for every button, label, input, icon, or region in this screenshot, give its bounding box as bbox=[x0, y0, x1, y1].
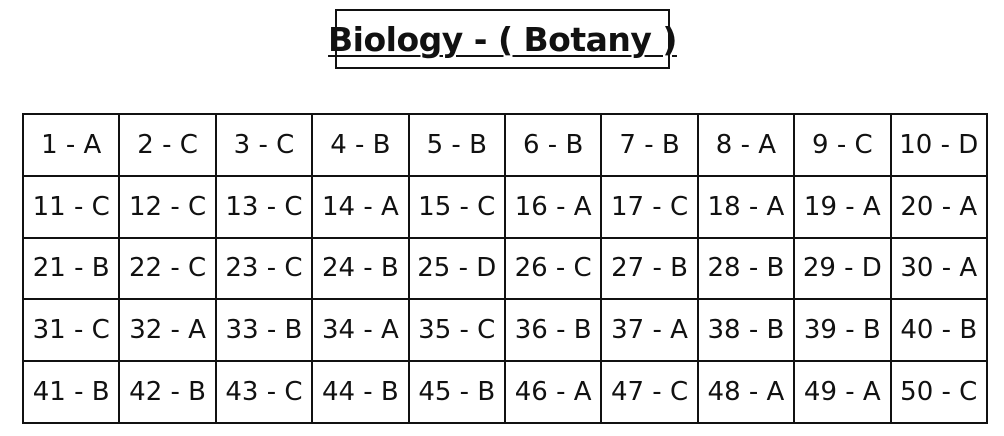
answer-cell: 36 - B bbox=[503, 298, 603, 363]
answer-cell: 20 - A bbox=[889, 174, 989, 239]
answer-row: 21 - B 22 - C 23 - C 24 - B 25 - D 26 - C 27 -… bbox=[21, 236, 989, 301]
answer-cell: 50 - C bbox=[889, 360, 989, 424]
answer-cell: 45 - B bbox=[407, 360, 506, 424]
answer-cell: 18 - A bbox=[696, 174, 796, 239]
answer-cell: 15 - C bbox=[407, 174, 506, 239]
answer-cell: 28 - B bbox=[696, 236, 796, 301]
answer-cell: 46 - A bbox=[503, 360, 603, 424]
answer-cell: 17 - C bbox=[600, 174, 699, 239]
answer-cell: 16 - A bbox=[503, 174, 603, 239]
answer-cell: 25 - D bbox=[407, 236, 506, 301]
answer-cell: 11 - C bbox=[21, 174, 121, 239]
answer-cell: 44 - B bbox=[311, 360, 410, 424]
answer-cell: 5 - B bbox=[407, 113, 506, 177]
answer-cell: 13 - C bbox=[214, 174, 314, 239]
title-box: Biology - ( Botany ) bbox=[328, 9, 677, 69]
answer-cell: 48 - A bbox=[696, 360, 796, 424]
answer-cell: 35 - C bbox=[407, 298, 506, 363]
answer-row: 11 - C 12 - C 13 - C 14 - A 15 - C 16 - A 17 -… bbox=[21, 174, 989, 239]
answer-cell: 40 - B bbox=[889, 298, 989, 363]
answer-row: 41 - B 42 - B 43 - C 44 - B 45 - B 46 - A 47 -… bbox=[21, 360, 989, 424]
answer-cell: 27 - B bbox=[600, 236, 699, 301]
answer-cell: 1 - A bbox=[21, 113, 121, 177]
answer-cell: 37 - A bbox=[600, 298, 699, 363]
answer-cell: 22 - C bbox=[118, 236, 217, 301]
answer-cell: 29 - D bbox=[793, 236, 892, 301]
answer-cell: 9 - C bbox=[793, 113, 892, 177]
answer-cell: 47 - C bbox=[600, 360, 699, 424]
answer-cell: 30 - A bbox=[889, 236, 989, 301]
answer-cell: 42 - B bbox=[118, 360, 217, 424]
answer-cell: 14 - A bbox=[311, 174, 410, 239]
answer-cell: 23 - C bbox=[214, 236, 314, 301]
answer-cell: 19 - A bbox=[793, 174, 892, 239]
answer-cell: 33 - B bbox=[214, 298, 314, 363]
answer-cell: 49 - A bbox=[793, 360, 892, 424]
answer-cell: 24 - B bbox=[311, 236, 410, 301]
answer-row: 31 - C 32 - A 33 - B 34 - A 35 - C 36 - B 37 -… bbox=[21, 298, 989, 363]
page-title: Biology - ( Botany ) bbox=[328, 19, 677, 59]
answer-cell: 7 - B bbox=[600, 113, 699, 177]
answer-cell: 38 - B bbox=[696, 298, 796, 363]
answer-cell: 8 - A bbox=[696, 113, 796, 177]
answer-cell: 21 - B bbox=[21, 236, 121, 301]
answer-cell: 2 - C bbox=[118, 113, 217, 177]
answer-cell: 3 - C bbox=[214, 113, 314, 177]
answer-cell: 6 - B bbox=[503, 113, 603, 177]
answer-cell: 31 - C bbox=[21, 298, 121, 363]
answer-cell: 26 - C bbox=[503, 236, 603, 301]
answer-cell: 10 - D bbox=[889, 113, 989, 177]
answer-cell: 34 - A bbox=[311, 298, 410, 363]
answer-cell: 41 - B bbox=[21, 360, 121, 424]
answer-cell: 4 - B bbox=[311, 113, 410, 177]
answer-cell: 43 - C bbox=[214, 360, 314, 424]
answer-cell: 12 - C bbox=[118, 174, 217, 239]
answer-cell: 32 - A bbox=[118, 298, 217, 363]
answer-cell: 39 - B bbox=[793, 298, 892, 363]
